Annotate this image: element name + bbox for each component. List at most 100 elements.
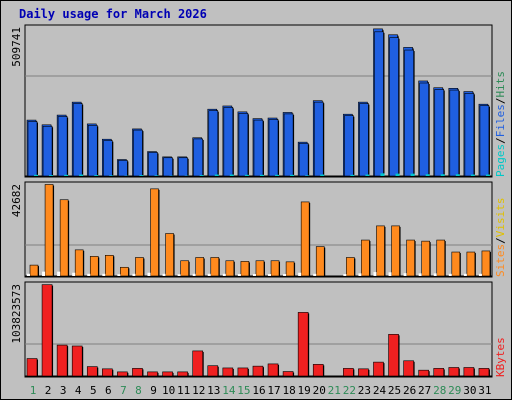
x-tick-label: 2	[45, 384, 52, 397]
kbytes-kbytes-bar	[373, 361, 384, 377]
visits-visits-bar	[255, 260, 265, 277]
visits-legend-item: Sites	[494, 244, 507, 277]
kbytes-ymax-label: 103823573	[10, 284, 23, 344]
hits-files-bar	[118, 160, 128, 177]
kbytes-kbytes-bar	[207, 365, 219, 377]
x-tick-label: 3	[60, 384, 67, 397]
hits-pages-bar	[455, 174, 460, 176]
visits-sites-bar	[313, 273, 317, 276]
kbytes-kbytes-bar	[56, 344, 68, 377]
x-tick-label: 12	[192, 384, 205, 397]
x-tick-label: 8	[135, 384, 142, 397]
visits-visits-bar	[105, 255, 114, 277]
kbytes-kbytes-bar	[358, 368, 369, 377]
hits-pages-bar	[199, 175, 204, 176]
kbytes-kbytes-bar	[147, 371, 158, 377]
hits-pages-bar	[154, 175, 159, 176]
visits-sites-bar	[57, 271, 61, 276]
visits-sites-bar	[117, 274, 121, 276]
kbytes-kbytes-bar	[418, 369, 429, 377]
visits-visits-bar	[210, 257, 220, 277]
visits-sites-bar	[478, 273, 482, 276]
hits-files-bar	[419, 82, 429, 177]
visits-sites-bar	[87, 273, 91, 276]
visits-sites-bar	[268, 274, 272, 276]
hits-files-bar	[344, 115, 354, 177]
visits-visits-bar	[406, 239, 415, 277]
hits-files-bar	[148, 152, 158, 177]
x-tick-label: 31	[478, 384, 491, 397]
hits-pages-bar	[109, 175, 114, 176]
x-tick-label: 4	[75, 384, 82, 397]
x-tick-label: 19	[298, 384, 311, 397]
kbytes-kbytes-bar	[267, 363, 279, 377]
x-tick-label: 13	[207, 384, 220, 397]
x-tick-label: 5	[90, 384, 97, 397]
hits-legend-item: Files	[494, 104, 507, 137]
visits-sites-bar	[373, 272, 377, 276]
kbytes-kbytes-bar	[162, 371, 173, 377]
x-tick-label: 24	[373, 384, 387, 397]
visits-visits-bar	[376, 225, 385, 277]
visits-visits-bar	[300, 201, 310, 277]
hits-pages-bar	[139, 175, 144, 176]
hits-pages-bar	[244, 174, 249, 176]
kbytes-kbytes-bar	[71, 345, 83, 377]
hits-files-bar	[27, 121, 38, 177]
hits-files-bar	[42, 125, 53, 177]
kbytes-kbytes-bar	[117, 371, 128, 377]
hits-pages-bar	[275, 174, 280, 176]
hits-files-bar	[57, 116, 68, 177]
visits-ymax-label: 42682	[10, 184, 23, 217]
visits-sites-bar	[162, 273, 166, 276]
kbytes-kbytes-bar	[343, 368, 354, 377]
hits-files-bar	[359, 103, 369, 177]
visits-sites-bar	[147, 272, 151, 276]
x-tick-label: 11	[177, 384, 190, 397]
visits-sites-bar	[463, 273, 467, 276]
visits-sites-bar	[132, 273, 136, 276]
visits-visits-bar	[44, 184, 54, 277]
hits-files-bar	[133, 129, 143, 177]
hits-files-bar	[87, 125, 98, 177]
hits-files-bar	[103, 140, 113, 177]
visits-legend-item: Visits	[494, 198, 507, 238]
visits-visits-bar	[451, 251, 461, 277]
visits-sites-bar	[343, 274, 347, 276]
visits-visits-bar	[240, 261, 250, 277]
visits-visits-bar	[466, 251, 476, 277]
x-tick-label: 16	[252, 384, 265, 397]
hits-files-bar	[479, 105, 490, 177]
hits-files-bar	[434, 89, 445, 177]
visits-visits-bar	[135, 257, 144, 277]
hits-pages-bar	[64, 174, 69, 176]
visits-visits-bar	[74, 249, 84, 277]
x-tick-label: 27	[418, 384, 431, 397]
hits-pages-bar	[380, 173, 385, 176]
visits-visits-bar	[285, 261, 295, 277]
visits-visits-bar	[225, 260, 235, 277]
x-tick-label: 21	[328, 384, 341, 397]
x-tick-label: 22	[343, 384, 356, 397]
x-tick-label: 17	[267, 384, 280, 397]
visits-legend: Sites/Visits	[494, 198, 507, 278]
hits-pages-bar	[365, 174, 370, 176]
kbytes-kbytes-bar	[388, 334, 399, 377]
visits-legend-item: /	[494, 237, 507, 244]
hits-pages-bar	[410, 173, 415, 176]
hits-ymax-label: 509741	[10, 27, 23, 67]
visits-visits-bar	[270, 260, 280, 277]
visits-visits-bar	[315, 246, 325, 277]
visits-sites-bar	[298, 272, 302, 276]
kbytes-legend-item: KBytes	[494, 337, 507, 377]
visits-visits-bar	[361, 239, 370, 277]
x-tick-label: 15	[237, 384, 250, 397]
visits-sites-bar	[192, 273, 196, 276]
visits-visits-bar	[29, 264, 39, 277]
visits-visits-bar	[150, 188, 159, 277]
visits-sites-bar	[388, 272, 392, 276]
x-tick-label: 18	[282, 384, 295, 397]
hits-pages-bar	[305, 175, 310, 176]
kbytes-kbytes-bar	[252, 365, 264, 377]
